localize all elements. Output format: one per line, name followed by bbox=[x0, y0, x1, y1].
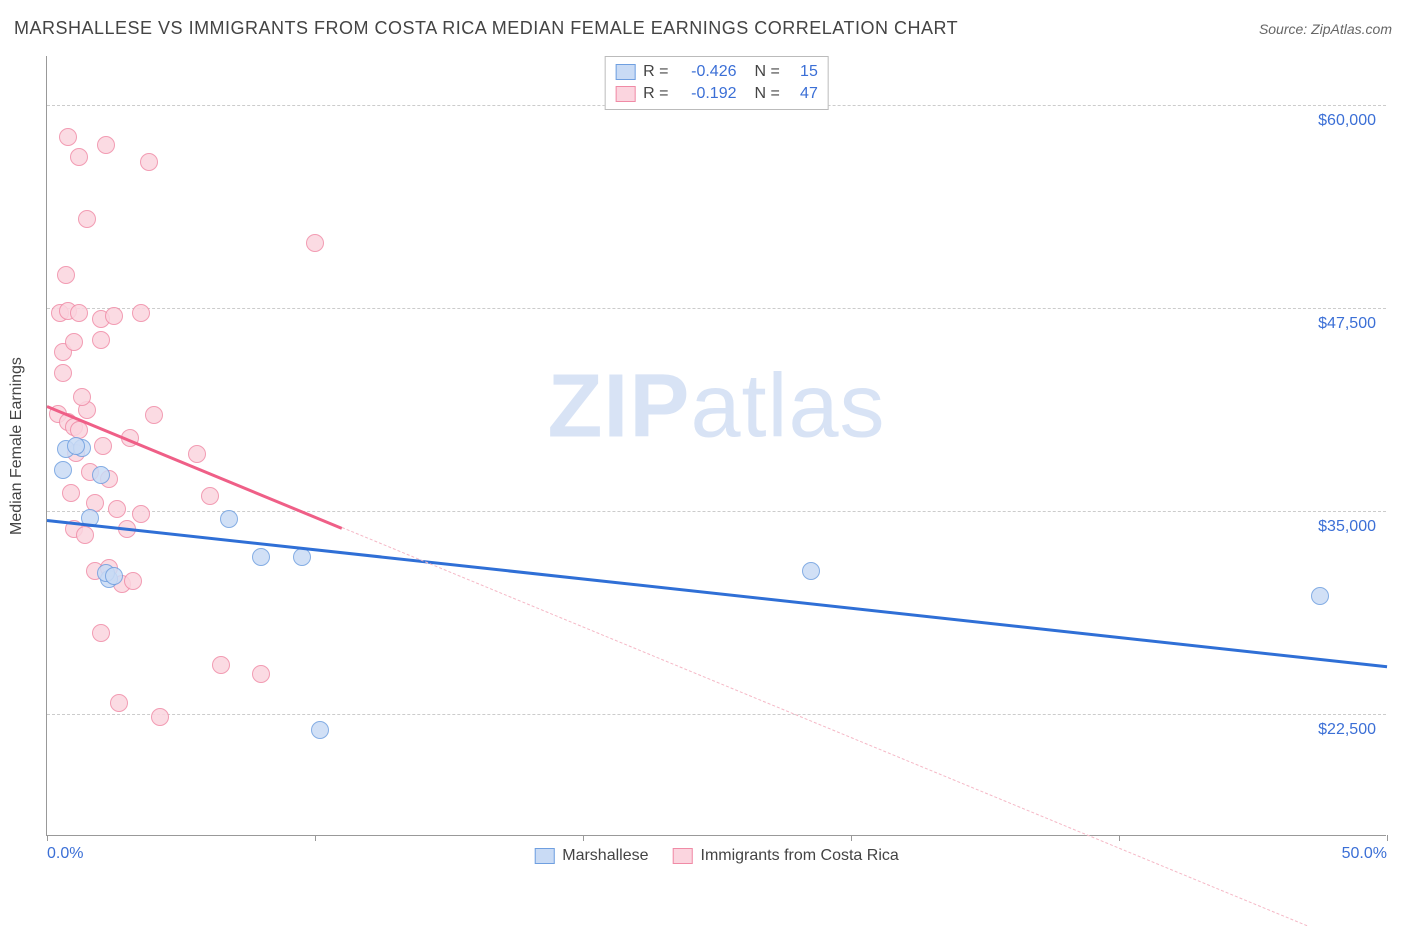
data-point bbox=[132, 304, 150, 322]
chart-area: Median Female Earnings ZIPatlas $22,500$… bbox=[46, 56, 1386, 836]
data-point bbox=[92, 624, 110, 642]
data-point bbox=[65, 333, 83, 351]
series-legend: Marshallese Immigrants from Costa Rica bbox=[534, 847, 899, 865]
source-value: ZipAtlas.com bbox=[1311, 21, 1392, 37]
chart-title: MARSHALLESE VS IMMIGRANTS FROM COSTA RIC… bbox=[14, 18, 958, 39]
data-point bbox=[62, 484, 80, 502]
legend-label: Immigrants from Costa Rica bbox=[701, 847, 899, 865]
data-point bbox=[67, 437, 85, 455]
data-point bbox=[188, 445, 206, 463]
data-point bbox=[132, 505, 150, 523]
data-point bbox=[105, 567, 123, 585]
r-value: -0.426 bbox=[677, 63, 737, 81]
data-point bbox=[73, 388, 91, 406]
data-point bbox=[54, 461, 72, 479]
data-point bbox=[151, 708, 169, 726]
data-point bbox=[76, 526, 94, 544]
data-point bbox=[201, 487, 219, 505]
data-point bbox=[70, 148, 88, 166]
n-value: 15 bbox=[788, 63, 818, 81]
gridline bbox=[47, 714, 1386, 715]
data-point bbox=[124, 572, 142, 590]
legend-row: R = -0.192 N = 47 bbox=[615, 83, 818, 105]
data-point bbox=[57, 266, 75, 284]
source-attribution: Source: ZipAtlas.com bbox=[1259, 21, 1392, 37]
x-tick bbox=[1387, 835, 1388, 841]
r-label: R = bbox=[643, 85, 668, 103]
trend-line bbox=[342, 527, 1307, 926]
r-value: -0.192 bbox=[677, 85, 737, 103]
legend-row: R = -0.426 N = 15 bbox=[615, 61, 818, 83]
y-tick-label: $22,500 bbox=[1318, 721, 1376, 739]
legend-swatch bbox=[615, 64, 635, 80]
data-point bbox=[145, 406, 163, 424]
x-tick bbox=[47, 835, 48, 841]
data-point bbox=[92, 466, 110, 484]
legend-item: Marshallese bbox=[534, 847, 648, 865]
gridline bbox=[47, 511, 1386, 512]
trend-line bbox=[47, 519, 1387, 668]
plot-canvas: $22,500$35,000$47,500$60,0000.0%50.0% bbox=[47, 56, 1386, 835]
x-tick bbox=[851, 835, 852, 841]
x-tick bbox=[583, 835, 584, 841]
y-tick-label: $35,000 bbox=[1318, 518, 1376, 536]
x-tick bbox=[315, 835, 316, 841]
data-point bbox=[252, 665, 270, 683]
correlation-legend: R = -0.426 N = 15 R = -0.192 N = 47 bbox=[604, 56, 829, 110]
legend-swatch bbox=[673, 848, 693, 864]
y-tick-label: $47,500 bbox=[1318, 315, 1376, 333]
y-tick-label: $60,000 bbox=[1318, 112, 1376, 130]
data-point bbox=[94, 437, 112, 455]
data-point bbox=[140, 153, 158, 171]
r-label: R = bbox=[643, 63, 668, 81]
data-point bbox=[59, 128, 77, 146]
legend-swatch bbox=[534, 848, 554, 864]
y-axis-title: Median Female Earnings bbox=[8, 357, 26, 535]
n-label: N = bbox=[755, 63, 780, 81]
legend-label: Marshallese bbox=[562, 847, 648, 865]
data-point bbox=[110, 694, 128, 712]
data-point bbox=[252, 548, 270, 566]
data-point bbox=[1311, 587, 1329, 605]
data-point bbox=[311, 721, 329, 739]
source-label: Source: bbox=[1259, 21, 1307, 37]
data-point bbox=[105, 307, 123, 325]
legend-swatch bbox=[615, 86, 635, 102]
n-value: 47 bbox=[788, 85, 818, 103]
x-tick-label: 0.0% bbox=[47, 845, 83, 863]
data-point bbox=[70, 304, 88, 322]
gridline bbox=[47, 308, 1386, 309]
data-point bbox=[306, 234, 324, 252]
data-point bbox=[54, 364, 72, 382]
x-tick bbox=[1119, 835, 1120, 841]
data-point bbox=[78, 210, 96, 228]
n-label: N = bbox=[755, 85, 780, 103]
data-point bbox=[802, 562, 820, 580]
data-point bbox=[108, 500, 126, 518]
data-point bbox=[92, 331, 110, 349]
data-point bbox=[97, 136, 115, 154]
data-point bbox=[220, 510, 238, 528]
x-tick-label: 50.0% bbox=[1342, 845, 1387, 863]
data-point bbox=[212, 656, 230, 674]
legend-item: Immigrants from Costa Rica bbox=[673, 847, 899, 865]
